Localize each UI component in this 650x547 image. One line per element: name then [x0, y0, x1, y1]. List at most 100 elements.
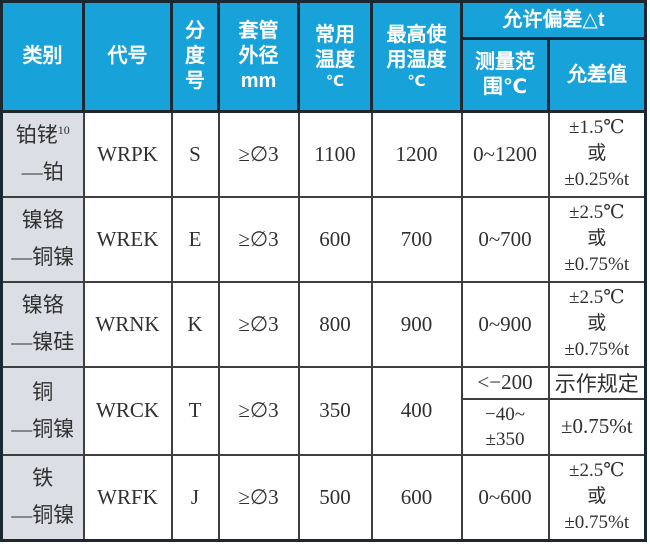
tolerance-line: ±2.5℃	[569, 287, 625, 308]
cell-sheath-od: ≥∅3	[217, 110, 300, 198]
header-range: 测量范 围℃	[460, 37, 550, 113]
cell-sheath-od: ≥∅3	[217, 453, 300, 542]
category-name-line2: —铂	[21, 160, 64, 185]
cell-tolerance: ±2.5℃ 或 ±0.75%t	[547, 195, 647, 283]
cell-graduation: K	[170, 280, 220, 368]
header-deviation: 允许偏差△t	[459, 0, 648, 40]
header-category: 类别	[0, 0, 85, 113]
category-name-line2: —铜镍	[11, 503, 75, 528]
category-name: 铂铑	[15, 123, 58, 148]
header-common-temp-line: 常用	[315, 23, 355, 46]
category-name-line2: —铜镍	[11, 416, 75, 441]
cell-max-temp: 700	[370, 195, 463, 283]
cell-sheath-od: ≥∅3	[217, 365, 300, 456]
header-tolerance: 允差值	[546, 37, 648, 113]
header-max-temp-line: 用温度	[386, 48, 447, 71]
category-name: 铁	[32, 466, 54, 491]
table-row: 铜 —铜镍 WRCK T ≥∅3 350 400 <−200 示作规定	[0, 365, 647, 456]
cell-category: 铂铑10 —铂	[0, 110, 85, 198]
cell-category: 镍铬 —镍硅	[0, 280, 85, 368]
header-sheath-od-line: 外径	[238, 45, 279, 67]
tolerance-line: ±1.5℃	[569, 117, 625, 139]
cell-max-temp: 1200	[370, 110, 463, 198]
header-code: 代号	[82, 0, 173, 113]
header-common-temp-unit: ℃	[325, 72, 345, 90]
category-superscript: 10	[57, 123, 70, 138]
header-sheath-od: 套管 外径 mm	[217, 0, 300, 113]
cell-max-temp: 600	[370, 453, 463, 542]
header-range-line: 围℃	[482, 76, 528, 98]
category-name-line2: —镍硅	[11, 330, 75, 354]
cell-range-sub: <−200	[460, 365, 550, 400]
table-row: 铂铑10 —铂 WRPK S ≥∅3 1100 1200 0~1200 ±1.5…	[0, 110, 647, 198]
cell-common-temp: 500	[297, 453, 373, 542]
range-line: −40~	[485, 403, 525, 425]
category-name: 铜	[32, 379, 54, 404]
cell-category: 铁 —铜镍	[0, 453, 85, 542]
category-name: 镍铬	[21, 293, 64, 317]
cell-max-temp: 900	[370, 280, 463, 368]
cell-graduation: E	[170, 195, 220, 283]
cell-graduation: J	[170, 453, 220, 542]
cell-code: WRPK	[82, 110, 173, 198]
tolerance-line: ±0.25%t	[564, 169, 630, 191]
cell-range-sub: −40~ ±350	[460, 397, 550, 456]
cell-range: 0~1200	[460, 110, 550, 198]
tolerance-line: ±2.5℃	[569, 202, 625, 223]
table-row: 铁 —铜镍 WRFK J ≥∅3 500 600 0~600 ±2.5℃ 或 ±…	[0, 453, 647, 542]
cell-graduation: S	[170, 110, 220, 198]
category-name-line2: —铜镍	[11, 245, 75, 269]
tolerance-line: ±2.5℃	[569, 460, 625, 482]
cell-common-temp: 350	[297, 365, 373, 456]
cell-common-temp: 1100	[297, 110, 373, 198]
header-sheath-od-line: 套管	[238, 20, 279, 42]
cell-code: WREK	[82, 195, 173, 283]
table-row: 镍铬 —镍硅 WRNK K ≥∅3 800 900 0~900 ±2.5℃ 或 …	[0, 280, 647, 368]
cell-tolerance: ±2.5℃ 或 ±0.75%t	[547, 453, 647, 542]
cell-code: WRNK	[82, 280, 173, 368]
tolerance-line: 或	[587, 143, 607, 165]
tolerance-line: 或	[587, 228, 607, 249]
header-graduation-line: 号	[185, 70, 205, 92]
header-row-top: 类别 代号 分 度 号 套管 外径 mm 常用 温度 ℃ 最高使 用温度 ℃	[0, 0, 648, 113]
header-range-line: 测量范	[475, 51, 535, 73]
cell-tolerance: ±2.5℃ 或 ±0.75%t	[547, 280, 647, 368]
range-line: ±350	[485, 428, 525, 450]
tolerance-line: 或	[587, 486, 607, 508]
tolerance-line: ±0.75%t	[564, 339, 630, 360]
cell-sheath-od: ≥∅3	[217, 280, 300, 368]
cell-tolerance-sub: ±0.75%t	[547, 397, 647, 456]
header-graduation: 分 度 号	[170, 0, 220, 113]
header-max-temp: 最高使 用温度 ℃	[370, 0, 463, 113]
header-common-temp: 常用 温度 ℃	[297, 0, 373, 113]
cell-tolerance-sub: 示作规定	[547, 365, 647, 400]
header-sheath-od-unit: mm	[240, 70, 277, 92]
table-row: 镍铬 —铜镍 WREK E ≥∅3 600 700 0~700 ±2.5℃ 或 …	[0, 195, 647, 283]
header-graduation-line: 分	[185, 20, 205, 42]
header-max-temp-unit: ℃	[407, 72, 426, 90]
tolerance-line: 或	[587, 313, 607, 334]
cell-graduation: T	[170, 365, 220, 456]
cell-category: 镍铬 —铜镍	[0, 195, 85, 283]
cell-common-temp: 800	[297, 280, 373, 368]
tolerance-line: ±0.75%t	[564, 512, 630, 534]
header-graduation-line: 度	[185, 45, 205, 67]
cell-code: WRFK	[82, 453, 173, 542]
cell-range: 0~900	[460, 280, 550, 368]
cell-category: 铜 —铜镍	[0, 365, 85, 456]
cell-max-temp: 400	[370, 365, 463, 456]
cell-tolerance: ±1.5℃ 或 ±0.25%t	[547, 110, 647, 198]
header-common-temp-line: 温度	[315, 48, 355, 71]
tolerance-line: ±0.75%t	[564, 254, 630, 275]
category-name: 镍铬	[21, 208, 64, 232]
cell-range: 0~600	[460, 453, 550, 542]
cell-sheath-od: ≥∅3	[217, 195, 300, 283]
cell-code: WRCK	[82, 365, 173, 456]
header-row-sub: 测量范 围℃ 允差值	[2, 37, 648, 113]
cell-common-temp: 600	[297, 195, 373, 283]
cell-range: 0~700	[460, 195, 550, 283]
table-row-sub: −40~ ±350 ±0.75%t	[2, 397, 647, 456]
header-max-temp-line: 最高使	[386, 23, 447, 46]
